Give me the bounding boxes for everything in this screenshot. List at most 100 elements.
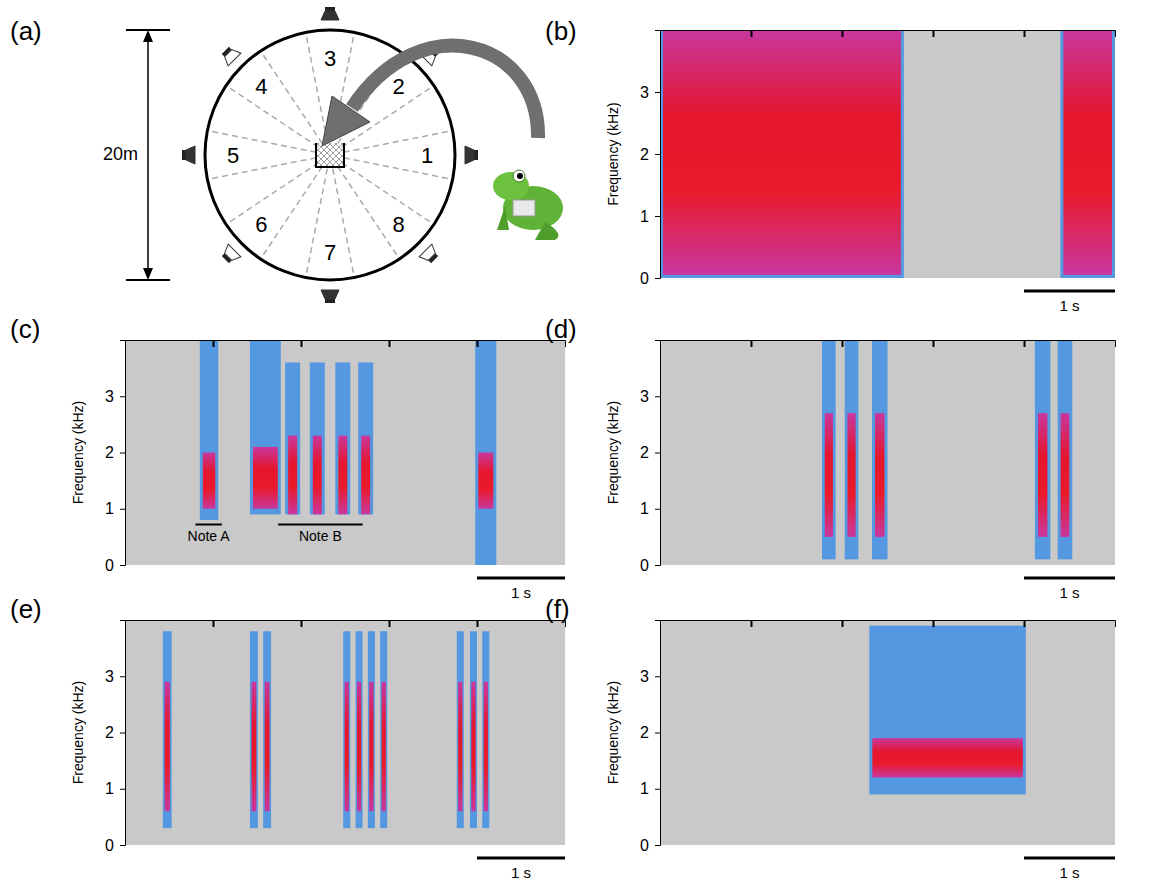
tick-mark <box>751 30 753 37</box>
tick-mark <box>213 620 215 627</box>
scale-bar <box>477 857 565 860</box>
notes <box>869 626 1026 795</box>
tick: 1 <box>105 500 125 517</box>
annotation: Note B <box>299 528 342 544</box>
tick-label: 1 <box>105 780 114 797</box>
speaker-cone <box>465 146 474 164</box>
tick <box>751 620 752 627</box>
speaker-cone <box>186 146 195 164</box>
arrow <box>352 46 538 138</box>
axis-title: Frequency (kHz) <box>70 681 86 784</box>
tick-mark <box>120 453 125 454</box>
tick: 3 <box>640 388 660 405</box>
tick <box>933 620 934 627</box>
speaker <box>321 7 339 20</box>
x-axis <box>661 30 1116 37</box>
label-patch <box>90 140 142 166</box>
tick: 2 <box>105 444 125 461</box>
scale-bar <box>1024 577 1115 580</box>
note-core <box>825 413 833 537</box>
note-core <box>1038 413 1047 537</box>
axis-title: Frequency (kHz) <box>605 401 621 504</box>
tick-mark <box>655 845 660 846</box>
sector-line <box>344 131 453 153</box>
axis-line <box>661 31 1116 38</box>
note-halo <box>358 363 373 515</box>
note-core <box>663 30 901 275</box>
note-halo <box>482 631 489 828</box>
tick: 1 <box>640 208 660 225</box>
speaker <box>182 146 195 164</box>
note-core <box>288 436 297 515</box>
spectrogram-panel: 0123Frequency (kHz)(e)1 s <box>10 594 566 881</box>
tick <box>751 340 752 347</box>
note-halo <box>356 631 363 828</box>
arrow-head <box>322 96 370 146</box>
notes <box>200 340 497 565</box>
tick: 2 <box>105 724 125 741</box>
speaker-cone <box>222 47 241 66</box>
dimension-arrow <box>143 30 153 42</box>
tick-label: 2 <box>640 724 649 741</box>
tick-mark <box>120 845 125 846</box>
frog-eye <box>513 170 525 182</box>
tick-mark <box>655 396 660 397</box>
tick <box>933 30 934 37</box>
tick-label: 1 <box>640 500 649 517</box>
note-core <box>484 682 488 811</box>
tick-label: 3 <box>640 388 649 405</box>
tick <box>301 620 302 627</box>
tick-label: 2 <box>640 444 649 461</box>
note-halo <box>822 340 836 559</box>
note-halo <box>845 340 859 559</box>
tick-mark <box>842 340 844 347</box>
speaker-cone <box>321 11 339 20</box>
note-core <box>252 682 257 811</box>
note-halo <box>1035 340 1050 559</box>
y-axis: 0123 <box>640 31 660 287</box>
axis-title: Frequency (kHz) <box>605 681 621 784</box>
note-halo <box>470 631 477 828</box>
frog-tag <box>513 200 535 216</box>
tick: 0 <box>640 270 660 287</box>
tick-mark <box>933 30 935 37</box>
tick: 0 <box>640 837 660 854</box>
scale-bar-label: 1 s <box>511 864 531 881</box>
notes <box>660 30 1115 278</box>
tick: 2 <box>640 724 660 741</box>
tick-label: 1 <box>105 500 114 517</box>
sector-number: 7 <box>324 240 336 265</box>
sector-line <box>261 167 323 259</box>
note-halo <box>263 631 271 828</box>
tick-mark <box>120 676 125 677</box>
tick: 3 <box>640 84 660 101</box>
axis-line <box>120 341 126 566</box>
tick-mark <box>120 565 125 566</box>
annotation: Note A <box>188 528 231 544</box>
dimension-label: 20m <box>103 144 138 164</box>
sector-number: 3 <box>324 46 336 71</box>
note-core <box>458 682 462 811</box>
tick: 0 <box>105 837 125 854</box>
note-halo <box>1058 340 1073 559</box>
speaker <box>465 146 478 164</box>
note-halo <box>335 363 350 515</box>
note-core <box>1061 413 1070 537</box>
tick-mark <box>120 396 125 397</box>
note-core <box>361 436 370 515</box>
panel-label: (e) <box>10 594 42 624</box>
speaker-body <box>474 150 478 160</box>
tick: 1 <box>105 780 125 797</box>
scale-bar <box>477 577 565 580</box>
tick-label: 0 <box>640 557 649 574</box>
axis-title: Frequency (kHz) <box>605 102 621 205</box>
tick <box>301 340 302 347</box>
tick <box>1024 340 1025 347</box>
tick-label: 3 <box>105 388 114 405</box>
dimension-arrow <box>143 268 153 280</box>
tick-mark <box>213 340 215 347</box>
plot-background <box>125 340 565 565</box>
note-core <box>875 413 884 537</box>
tick-mark <box>842 30 844 37</box>
tick: 1 <box>640 780 660 797</box>
